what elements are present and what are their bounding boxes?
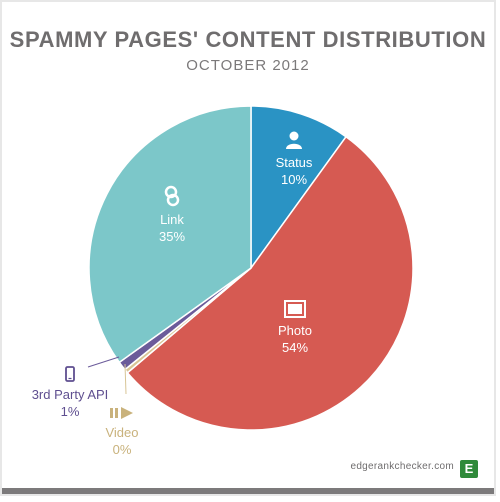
pie-slice-status bbox=[250, 105, 348, 271]
edgerank-logo: E bbox=[460, 460, 478, 478]
status-label-value: 10% bbox=[280, 172, 308, 187]
slice-label-3rd-party-api: 3rd Party API 1% bbox=[20, 366, 120, 420]
status-label-text: Status bbox=[275, 155, 313, 170]
link-label-text: Link bbox=[160, 212, 184, 227]
bottom-bar bbox=[2, 488, 494, 494]
link-icon bbox=[164, 185, 180, 207]
3rd-party-api-label-value: 1% bbox=[60, 404, 80, 419]
chart-title: SPAMMY PAGES' CONTENT DISTRIBUTION bbox=[9, 27, 487, 52]
slice-label-photo: Photo 54% bbox=[265, 300, 325, 356]
pie-slice-photo bbox=[126, 135, 414, 431]
link-label-value: 35% bbox=[158, 229, 186, 244]
leader-line-video bbox=[124, 363, 127, 395]
slice-label-video: Video 0% bbox=[90, 406, 154, 458]
person-icon bbox=[286, 131, 302, 149]
photo-label-value: 54% bbox=[281, 340, 309, 355]
chart-subtitle: OCTOBER 2012 bbox=[186, 57, 310, 74]
phone-icon bbox=[65, 366, 75, 382]
photo-icon bbox=[284, 300, 306, 318]
video-label-text: Video bbox=[105, 425, 139, 440]
footer-url: edgerankchecker.com bbox=[350, 461, 454, 472]
slice-label-link: Link 35% bbox=[142, 185, 202, 245]
leader-line-3rd-party-api bbox=[87, 356, 120, 368]
pie-slice-link bbox=[88, 105, 252, 364]
3rd-party-api-label-text: 3rd Party API bbox=[31, 387, 109, 402]
video-icon bbox=[110, 407, 133, 419]
video-label-value: 0% bbox=[112, 442, 132, 457]
photo-label-text: Photo bbox=[278, 323, 312, 338]
slice-label-status: Status 10% bbox=[264, 130, 324, 188]
